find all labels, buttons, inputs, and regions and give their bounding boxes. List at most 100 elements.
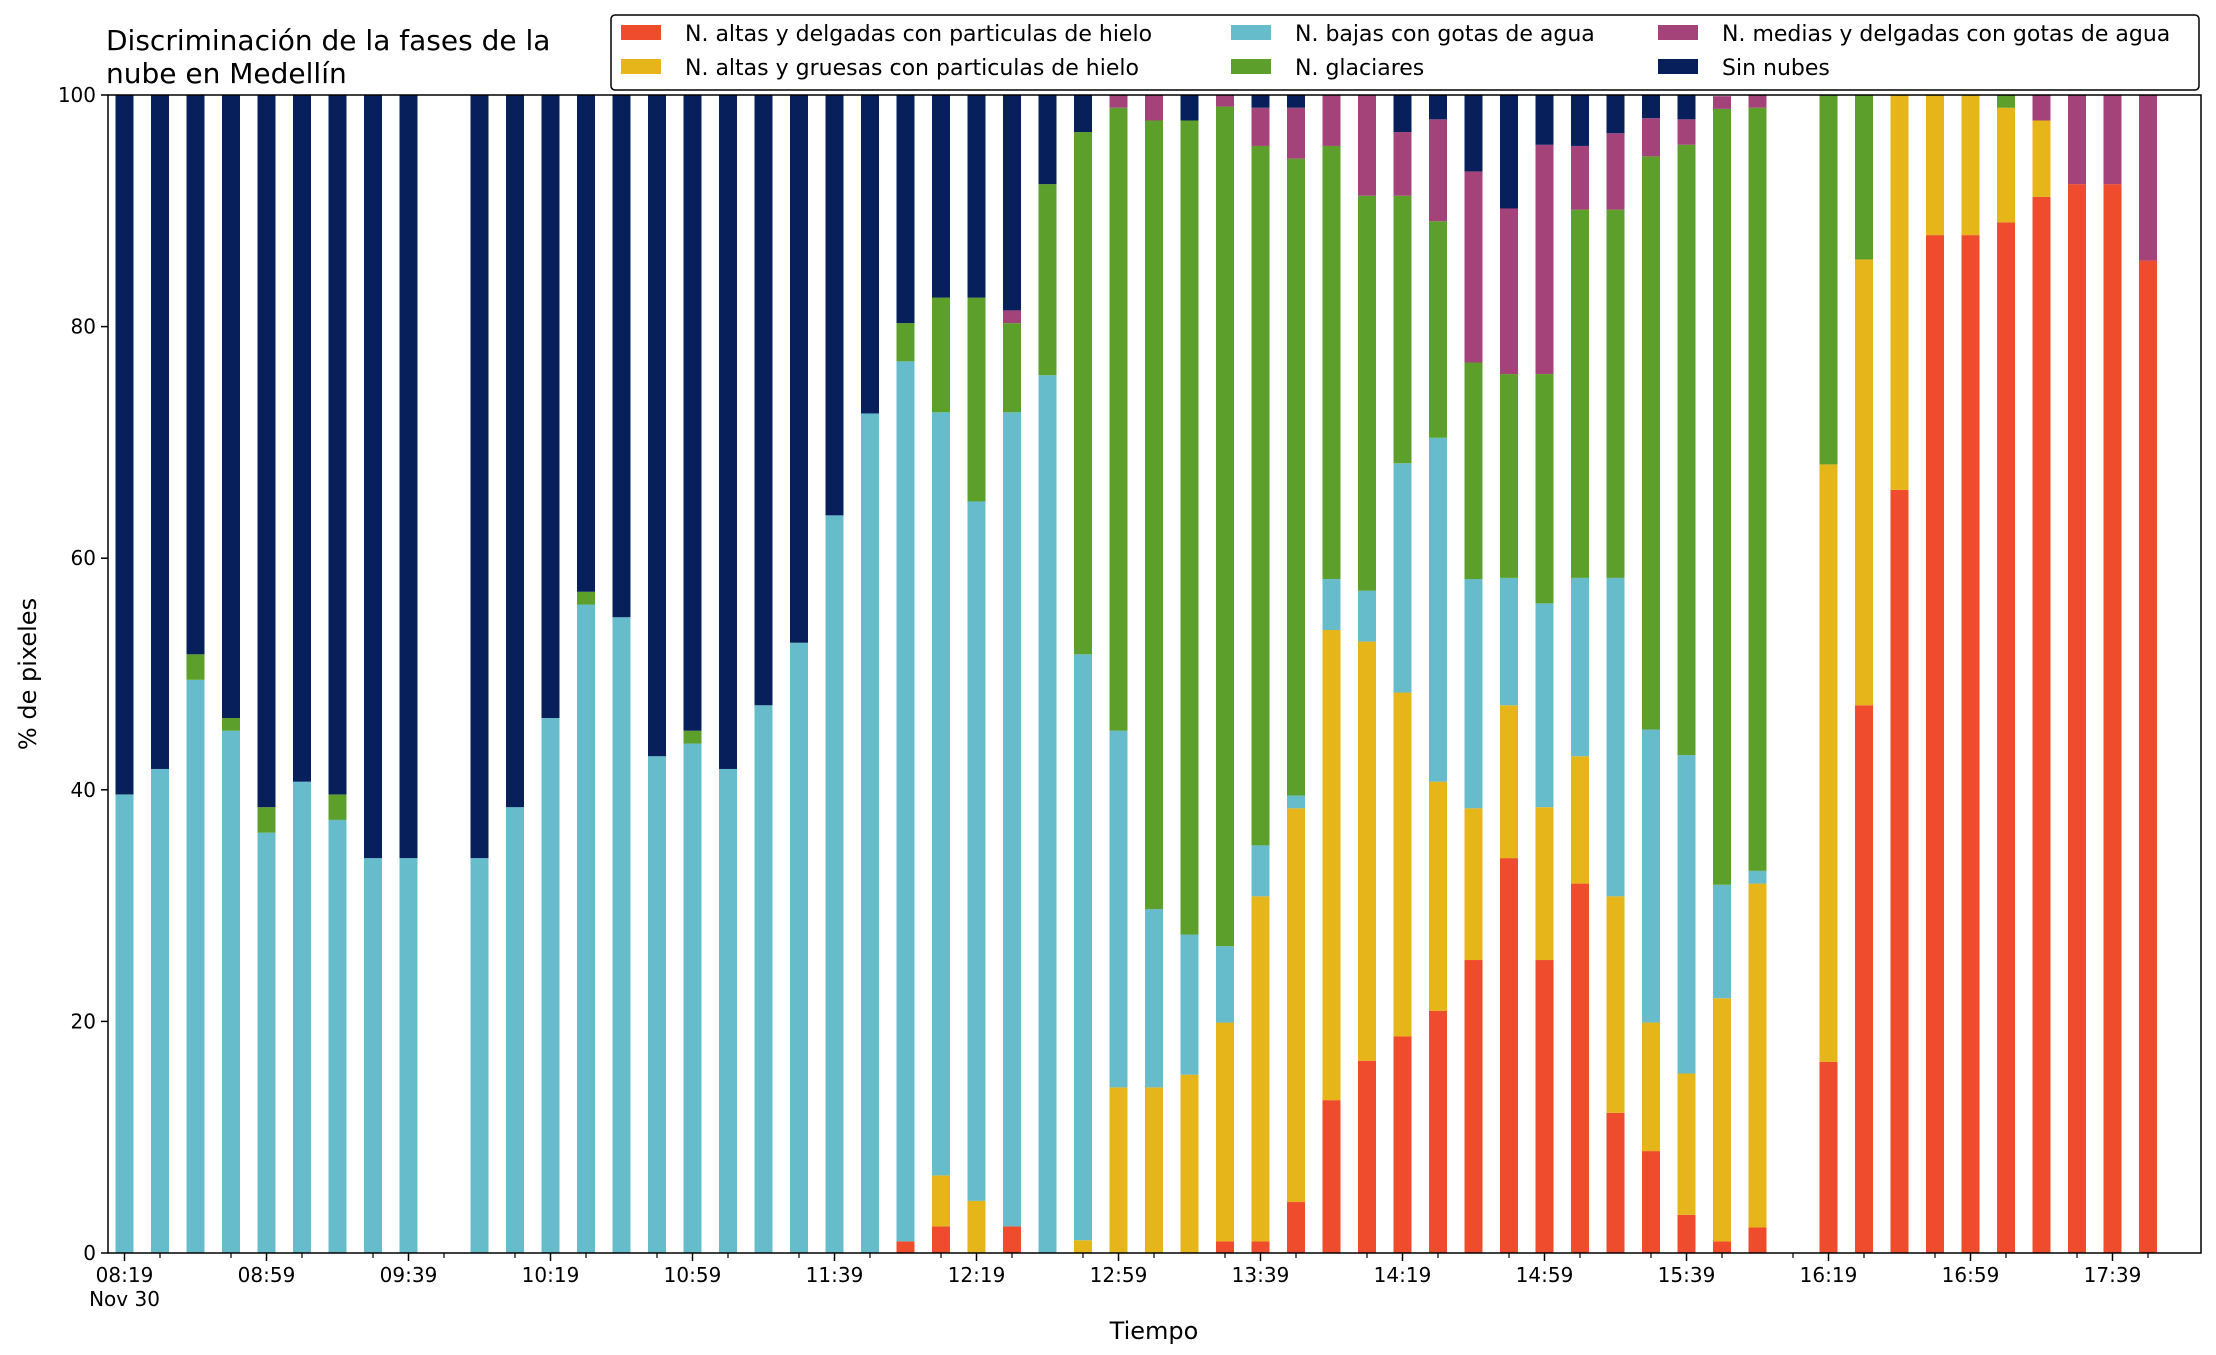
bar-segment — [1429, 781, 1447, 1011]
bar-segment — [790, 642, 808, 1253]
bar-segment — [1074, 95, 1092, 133]
bar-segment — [1855, 95, 1873, 260]
bar-segment — [1642, 118, 1660, 157]
bar-segment — [1961, 235, 1980, 1253]
bar-segment — [1890, 95, 1909, 490]
chart-title-line-2: nube en Medellín — [106, 57, 347, 90]
bar-segment — [1713, 884, 1731, 999]
bar-segment — [1677, 1073, 1696, 1215]
bar-segment — [1500, 705, 1518, 859]
bar-segment — [1216, 106, 1234, 947]
x-tick-label: 11:39 — [806, 1263, 864, 1287]
bar-segment — [541, 718, 560, 1253]
x-tick-label: 13:39 — [1232, 1263, 1290, 1287]
bar-segment — [1251, 896, 1270, 1242]
bar-segment — [364, 858, 382, 1253]
legend-swatch — [1231, 25, 1271, 40]
bar-segment — [2103, 184, 2122, 1253]
bar-segment — [932, 1175, 950, 1227]
bar-segment — [1642, 95, 1660, 119]
legend-label: N. altas y gruesas con particulas de hie… — [685, 56, 1139, 81]
bar-segment — [1393, 195, 1412, 464]
bar-segment — [1606, 577, 1625, 897]
bar-segment — [1429, 221, 1447, 438]
bar-segment — [1535, 960, 1554, 1253]
bar-segment — [1429, 119, 1447, 222]
bar-segment — [1038, 95, 1057, 185]
bar-segment — [967, 501, 986, 1201]
legend-swatch — [621, 25, 661, 40]
bar-segment — [577, 591, 595, 605]
x-tick-label: 14:19 — [1374, 1263, 1432, 1287]
bar-segment — [1748, 1227, 1767, 1253]
bar-segment — [1748, 883, 1767, 1228]
bar-segment — [1642, 1022, 1660, 1152]
bar-segment — [612, 617, 631, 1253]
bar-segment — [1074, 654, 1092, 1241]
bar-segment — [1713, 96, 1731, 109]
legend-label: N. bajas con gotas de agua — [1295, 22, 1595, 47]
x-tick-sublabel: Nov 30 — [89, 1287, 160, 1311]
bar-segment — [1145, 95, 1163, 121]
bar-segment — [1145, 120, 1163, 910]
bar-segment — [896, 1241, 915, 1253]
bars-layer — [115, 95, 2157, 1254]
bar-segment — [186, 95, 205, 655]
bar-segment — [1393, 132, 1412, 196]
bar-segment — [719, 95, 737, 769]
bar-segment — [328, 819, 347, 1253]
bar-segment — [115, 794, 134, 1253]
bar-segment — [328, 794, 347, 820]
bar-segment — [1429, 437, 1447, 782]
bar-segment — [1535, 95, 1554, 145]
bar-segment — [1251, 107, 1270, 146]
legend-swatch — [621, 59, 661, 74]
bar-segment — [1322, 1100, 1341, 1253]
bar-segment — [293, 781, 311, 1253]
bar-segment — [1571, 577, 1589, 757]
bar-segment — [1855, 259, 1873, 706]
bar-segment — [1677, 144, 1696, 756]
bar-segment — [1642, 729, 1660, 1023]
y-tick-label: 60 — [71, 546, 96, 570]
bar-segment — [399, 95, 418, 859]
bar-segment — [1713, 108, 1731, 885]
bar-segment — [1535, 144, 1554, 375]
bar-segment — [1429, 95, 1447, 120]
bar-segment — [1003, 323, 1021, 413]
bar-segment — [1464, 808, 1483, 961]
bar-segment — [1500, 374, 1518, 578]
bar-segment — [1500, 95, 1518, 209]
bar-segment — [967, 95, 986, 298]
bar-segment — [1003, 95, 1021, 311]
bar-segment — [1322, 145, 1341, 580]
bar-segment — [932, 95, 950, 298]
bar-segment — [577, 95, 595, 592]
bar-segment — [861, 413, 879, 1253]
y-tick-label: 40 — [71, 778, 96, 802]
bar-segment — [1642, 1151, 1660, 1253]
bar-segment — [2068, 95, 2086, 185]
bar-segment — [1216, 946, 1234, 1023]
bar-segment — [1109, 107, 1128, 731]
x-axis-title: Tiempo — [1109, 1317, 1199, 1345]
bar-segment — [1819, 95, 1838, 465]
bar-segment — [1216, 1022, 1234, 1242]
bar-segment — [719, 768, 737, 1253]
bar-segment — [399, 858, 418, 1253]
bar-segment — [257, 832, 276, 1253]
bar-segment — [1464, 960, 1483, 1253]
bar-segment — [1251, 845, 1270, 897]
bar-segment — [1180, 120, 1199, 935]
bar-segment — [1038, 184, 1057, 376]
bar-segment — [541, 95, 560, 718]
bar-segment — [293, 95, 311, 782]
legend-swatch — [1231, 59, 1271, 74]
bar-segment — [151, 768, 169, 1253]
bar-segment — [1003, 1226, 1021, 1253]
bar-segment — [1251, 145, 1270, 846]
bar-segment — [222, 730, 240, 1253]
bar-segment — [1677, 119, 1696, 145]
bar-segment — [1074, 1240, 1092, 1253]
